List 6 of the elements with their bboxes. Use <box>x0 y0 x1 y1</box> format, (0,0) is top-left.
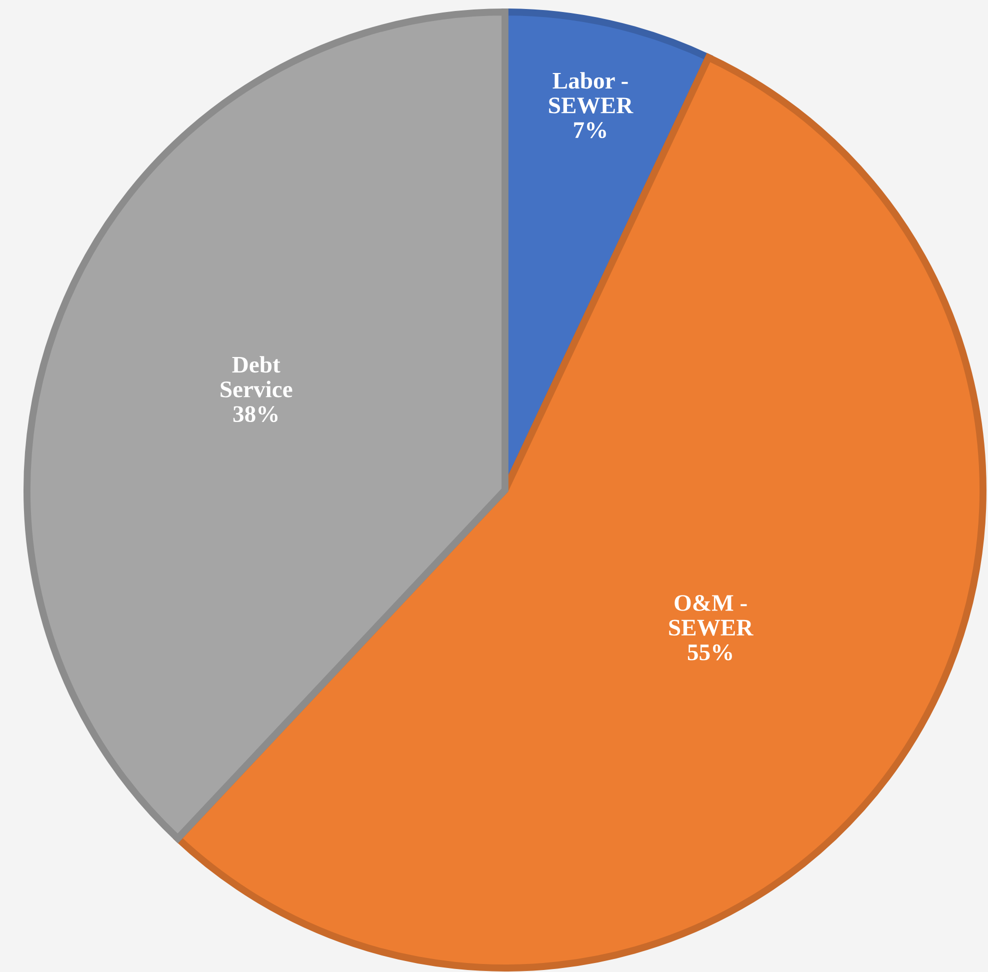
slice-label: O&M - SEWER <box>669 595 754 636</box>
data-label: 55% <box>688 644 732 660</box>
slice-label: Labor - SEWER <box>549 72 634 114</box>
slice-label: Debt Service <box>220 356 292 398</box>
data-label: 38% <box>233 406 278 422</box>
data-label: 7% <box>574 122 606 138</box>
